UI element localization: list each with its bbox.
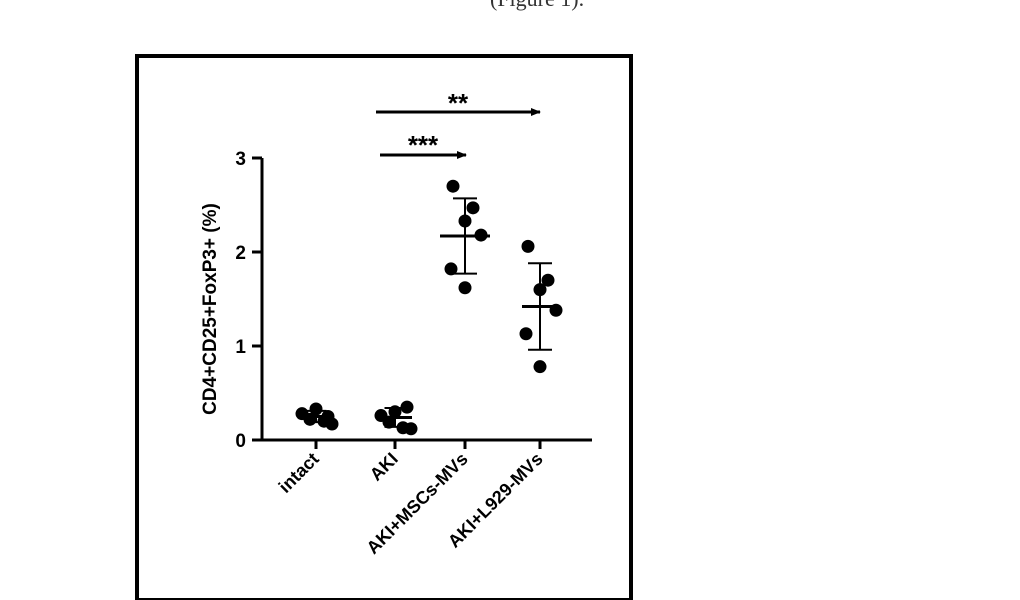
caption-fragment-text: (Figure 1). <box>490 0 584 12</box>
y-tick-label: 0 <box>235 431 246 452</box>
y-tick-label: 3 <box>235 149 246 170</box>
significance-label: *** <box>408 130 439 160</box>
y-tick-label: 2 <box>235 243 246 264</box>
data-point <box>325 417 339 431</box>
y-tick-label: 1 <box>235 337 246 358</box>
data-point <box>466 201 480 215</box>
data-point <box>400 400 414 414</box>
x-tick-label: intact <box>275 449 323 497</box>
y-axis-label: CD4+CD25+FoxP3+ (%) <box>200 203 221 415</box>
data-point <box>404 422 418 436</box>
data-point <box>458 281 472 295</box>
x-tick-label: AKI <box>366 449 402 485</box>
data-point <box>533 360 547 374</box>
significance-label: ** <box>448 88 469 118</box>
data-point <box>303 412 317 426</box>
data-point <box>521 239 535 253</box>
caption-fragment: (Figure 1). <box>0 0 1020 40</box>
data-point <box>446 179 460 193</box>
figure-border <box>135 54 633 600</box>
data-point <box>541 273 555 287</box>
data-point <box>519 327 533 341</box>
data-point <box>309 402 323 416</box>
data-point <box>444 262 458 276</box>
